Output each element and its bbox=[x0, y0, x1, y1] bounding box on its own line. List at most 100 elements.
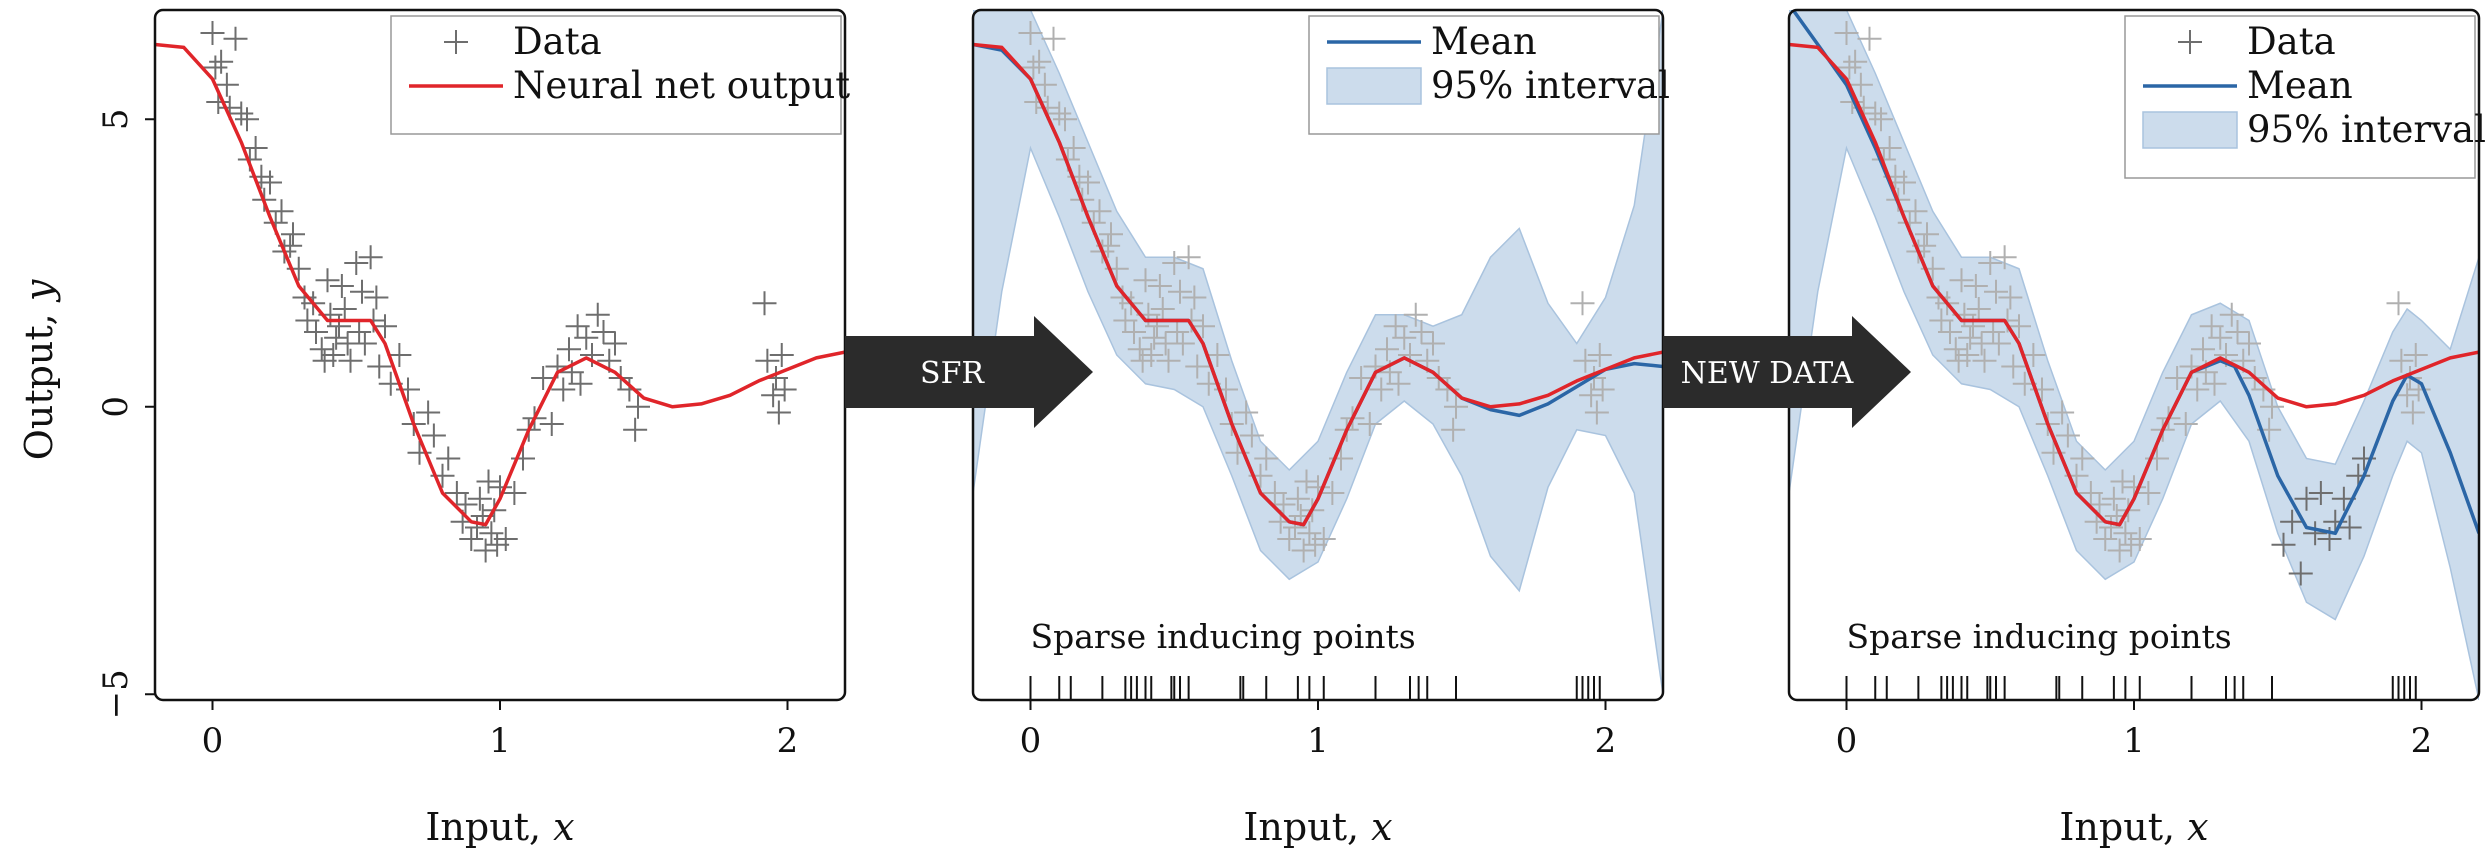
arrow-sfr-shape bbox=[845, 316, 1093, 428]
x-tick-label: 2 bbox=[777, 721, 799, 761]
data-point bbox=[1239, 423, 1264, 448]
data-point bbox=[1961, 314, 1985, 339]
new-data-point bbox=[2294, 486, 2319, 511]
data-point bbox=[1573, 348, 1598, 373]
data-point bbox=[1903, 199, 1928, 224]
data-point bbox=[1127, 337, 1152, 362]
data-point bbox=[2225, 320, 2250, 344]
new-data-point bbox=[2280, 509, 2305, 534]
data-point bbox=[332, 297, 357, 321]
data-point bbox=[1168, 279, 1192, 304]
data-point bbox=[315, 268, 340, 293]
data-point bbox=[1444, 394, 1468, 419]
data-point bbox=[209, 49, 234, 74]
new-data-point bbox=[2303, 521, 2328, 546]
data-point bbox=[1386, 371, 1411, 396]
y-axis-label: Output, y bbox=[17, 279, 61, 460]
data-point bbox=[1027, 49, 1052, 74]
data-point bbox=[2389, 348, 2414, 373]
inducing-points bbox=[1029, 676, 1601, 700]
y-tick-label: 5 bbox=[96, 108, 136, 130]
data-point bbox=[580, 343, 604, 367]
data-point bbox=[2260, 394, 2284, 419]
inducing-points bbox=[1845, 676, 2417, 700]
data-point bbox=[1409, 320, 1434, 344]
data-point bbox=[1032, 72, 1057, 97]
data-point bbox=[531, 366, 556, 390]
data-point bbox=[243, 136, 268, 160]
data-point bbox=[2395, 383, 2420, 408]
data-point bbox=[1147, 274, 1172, 298]
data-point bbox=[1972, 348, 1997, 373]
data-point bbox=[1297, 521, 1322, 546]
data-point bbox=[2219, 302, 2244, 327]
data-point bbox=[1099, 222, 1123, 247]
data-point bbox=[1848, 72, 1873, 97]
new-data-point bbox=[2288, 561, 2313, 586]
data-point bbox=[1421, 331, 1445, 356]
data-point bbox=[1892, 170, 1916, 195]
data-point bbox=[258, 170, 282, 195]
data-point bbox=[2110, 469, 2135, 494]
data-point bbox=[467, 486, 492, 511]
data-point bbox=[1156, 348, 1181, 373]
data-point bbox=[223, 26, 248, 51]
chart-panel-new-data: Sparse inducing points 0 1 2 Input, x DataMea… bbox=[1787, 8, 2486, 849]
data-point bbox=[551, 377, 576, 402]
x-tick-label: 0 bbox=[1020, 721, 1042, 761]
data-point bbox=[309, 337, 334, 362]
data-point bbox=[2191, 337, 2215, 362]
data-point bbox=[281, 222, 305, 247]
data-point bbox=[761, 383, 786, 408]
data-point bbox=[2202, 371, 2227, 396]
data-point bbox=[1369, 377, 1394, 402]
data-point bbox=[1357, 412, 1382, 436]
data-point bbox=[338, 348, 363, 373]
data-point bbox=[2251, 377, 2276, 402]
data-point bbox=[1869, 107, 1893, 132]
data-point bbox=[2093, 527, 2118, 551]
data-point bbox=[2237, 331, 2261, 356]
data-point bbox=[2173, 412, 2198, 436]
data-point bbox=[1955, 343, 1980, 367]
data-point bbox=[329, 274, 354, 298]
data-point bbox=[436, 446, 461, 471]
data-point bbox=[1834, 21, 1859, 45]
legend-box bbox=[390, 15, 842, 135]
data-point bbox=[352, 331, 377, 356]
x-tick-label: 1 bbox=[489, 721, 511, 761]
data-point bbox=[1398, 343, 1422, 367]
data-point bbox=[1915, 222, 1939, 247]
data-point bbox=[1182, 285, 1207, 310]
data-point bbox=[557, 337, 581, 362]
data-point bbox=[1285, 486, 1310, 511]
data-point bbox=[1053, 107, 1077, 132]
data-point bbox=[453, 492, 478, 517]
data-point bbox=[1277, 527, 1302, 551]
data-point bbox=[1139, 343, 1164, 367]
legend-label: Neural net output bbox=[513, 64, 850, 107]
data-point bbox=[2113, 521, 2138, 546]
data-point bbox=[539, 412, 564, 436]
legend-label: 95% interval bbox=[2247, 108, 2486, 151]
neural-net-output-line bbox=[1789, 42, 2479, 527]
data-point bbox=[347, 320, 372, 344]
plot-area bbox=[973, 10, 1663, 695]
data-point bbox=[373, 314, 397, 339]
data-point bbox=[1145, 314, 1169, 339]
data-point bbox=[568, 371, 593, 396]
data-point bbox=[476, 469, 501, 494]
data-point bbox=[2400, 400, 2425, 425]
data-point bbox=[364, 285, 389, 310]
data-point bbox=[479, 521, 504, 546]
data-point bbox=[1587, 343, 1612, 367]
inducing-points-label: Sparse inducing points bbox=[1847, 617, 2232, 656]
data-point bbox=[493, 527, 518, 551]
data-point bbox=[617, 377, 642, 402]
data-point bbox=[1981, 320, 2006, 344]
data-point bbox=[1021, 55, 1046, 80]
x-tick-label: 1 bbox=[1307, 721, 1329, 761]
data-point bbox=[1150, 297, 1175, 321]
